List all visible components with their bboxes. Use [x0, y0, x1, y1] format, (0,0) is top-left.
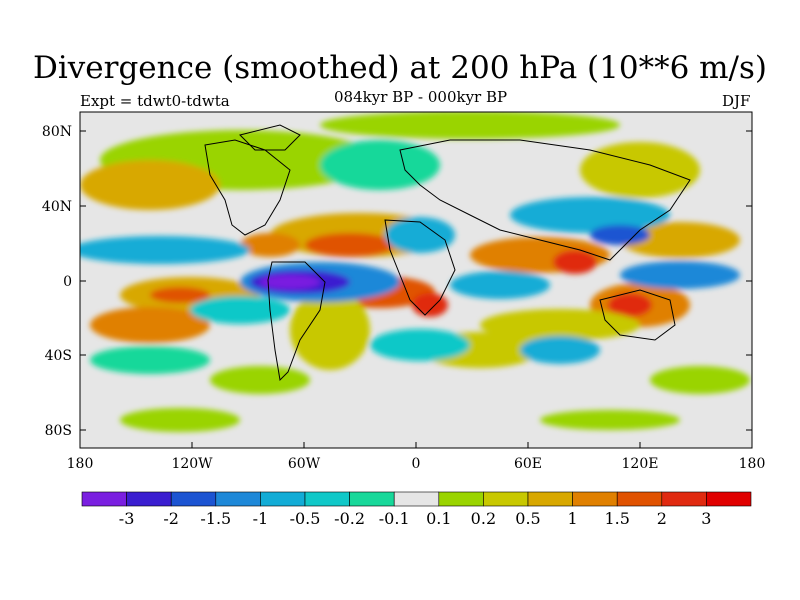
colorbar-box [304, 491, 350, 507]
period-label: 084kyr BP - 000kyr BP [334, 88, 508, 106]
colorbar-box [661, 491, 707, 507]
colorbar-box [349, 491, 395, 507]
colorbar-label: -1 [253, 509, 269, 528]
colorbar-box [438, 491, 484, 507]
map-field [80, 112, 752, 448]
colorbar-box [126, 491, 172, 507]
lat-label: 40S [45, 348, 72, 364]
colorbar-label: 1.5 [604, 509, 629, 528]
colorbar-box [483, 491, 529, 507]
colorbar-label: -3 [119, 509, 135, 528]
colorbar-label: -0.2 [334, 509, 365, 528]
lat-label: 80N [42, 124, 72, 140]
colorbar: -3 -2 -1.5 -1 -0.5 -0.2 -0.1 0.1 0.2 0.5 1 1.5 2 3 [81, 491, 752, 528]
colorbar-box [706, 491, 752, 507]
colorbar-box [170, 491, 217, 507]
colorbar-box [81, 491, 127, 507]
lon-label: 120W [171, 456, 213, 472]
colorbar-label: 0.1 [426, 509, 451, 528]
plot-title: Divergence (smoothed) at 200 hPa (10**6 … [33, 50, 767, 86]
lat-ticks [80, 130, 752, 431]
lon-label: 60W [288, 456, 321, 472]
colorbar-label: -2 [163, 509, 179, 528]
colorbar-label: 3 [701, 509, 711, 528]
colorbar-box [616, 491, 663, 507]
colorbar-label: -0.5 [290, 509, 321, 528]
colorbar-box [572, 491, 618, 507]
colorbar-box [260, 491, 306, 507]
lon-ticks [191, 442, 641, 448]
colorbar-label: -1.5 [200, 509, 231, 528]
colorbar-box [215, 491, 261, 507]
lon-label: 120E [622, 456, 659, 472]
season-label: DJF [722, 92, 751, 110]
lat-label: 40N [42, 199, 72, 215]
colorbar-label: 0.2 [471, 509, 496, 528]
colorbar-label: 0.5 [515, 509, 540, 528]
lon-label: 180 [67, 456, 94, 472]
colorbar-box [527, 491, 573, 507]
lon-label: 0 [412, 456, 421, 472]
lon-label: 60E [514, 456, 542, 472]
colorbar-label: 2 [657, 509, 667, 528]
colorbar-label: -0.1 [379, 509, 410, 528]
colorbar-box [393, 491, 440, 507]
continent-outlines [204, 124, 691, 382]
lat-label: 80S [45, 423, 72, 439]
lat-label: 0 [63, 274, 72, 290]
lon-label: 180 [739, 456, 766, 472]
experiment-label: Expt = tdwt0-tdwta [80, 92, 230, 110]
colorbar-label: 1 [568, 509, 578, 528]
